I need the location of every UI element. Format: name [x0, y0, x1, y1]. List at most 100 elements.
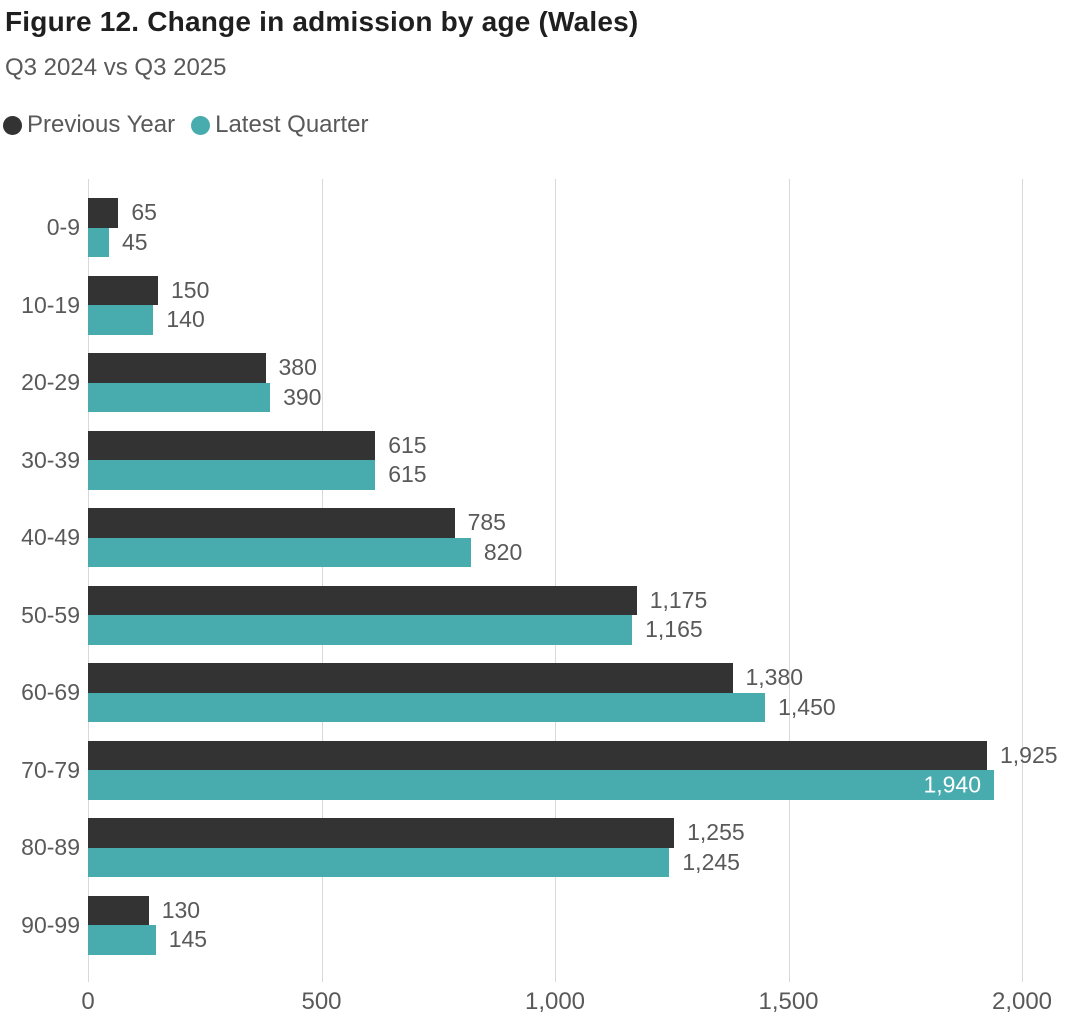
gridline — [788, 179, 790, 982]
value-label: 1,380 — [745, 664, 804, 691]
bar-line: 1,255 — [88, 818, 1022, 848]
gridline — [555, 179, 556, 982]
bar-previous-year — [88, 663, 733, 693]
value-label: 615 — [388, 461, 427, 488]
value-label: 785 — [467, 509, 506, 536]
bar-line: 1,450 — [88, 692, 1022, 722]
gridline — [321, 179, 323, 982]
bar-previous-year — [88, 508, 455, 538]
value-label: 150 — [171, 276, 210, 303]
bar-latest-quarter — [88, 925, 156, 955]
legend-swatch-icon — [191, 115, 211, 135]
legend: Previous Year Latest Quarter — [3, 111, 1087, 139]
legend-label: Previous Year — [27, 111, 176, 138]
bar-line: 1,925 — [88, 740, 1058, 770]
category-label: 30-39 — [21, 446, 80, 473]
bar-group-0-9: 0-9 65 45 — [47, 198, 1022, 276]
value-label: 1,940 — [923, 771, 981, 798]
bar-group-20-29: 20-29 380 390 — [21, 353, 1022, 431]
value-label: 1,175 — [649, 586, 708, 613]
bar-previous-year — [88, 895, 149, 925]
bar-line: 1,245 — [88, 847, 1022, 877]
category-label: 20-29 — [21, 369, 80, 395]
value-label: 130 — [161, 896, 201, 923]
bar-group-60-69: 60-69 1,380 1,450 — [21, 663, 1022, 741]
legend-label: Latest Quarter — [215, 111, 369, 138]
bar-latest-quarter — [88, 227, 109, 257]
value-label: 820 — [483, 538, 523, 565]
bar-line: 130 — [88, 895, 1022, 925]
value-label: 1,245 — [682, 848, 740, 875]
bar-line: 145 — [88, 925, 1022, 955]
x-tick-label: 0 — [81, 988, 95, 1015]
category-label: 80-89 — [21, 834, 80, 860]
bar-previous-year — [88, 430, 376, 460]
x-tick-label: 1,500 — [758, 988, 819, 1015]
bar-line: 820 — [88, 537, 1022, 567]
bar-latest-quarter — [88, 537, 471, 567]
value-label: 1,450 — [778, 693, 836, 720]
bar-rows: 0-9 65 45 10-19 150 140 20-29 380 390 30-39 615 615… — [21, 198, 1058, 974]
bar-line: 1,175 — [88, 585, 1022, 615]
bar-line: 65 — [88, 198, 1022, 228]
gridline — [1022, 179, 1023, 982]
category-label: 60-69 — [21, 679, 80, 705]
value-label: 140 — [166, 306, 205, 333]
value-label: 1,925 — [1000, 741, 1058, 768]
plot-area: 0-9 65 45 10-19 150 140 20-29 380 390 30-39 615 615… — [21, 179, 1058, 982]
category-label: 10-19 — [21, 291, 80, 318]
value-label: 1,255 — [687, 819, 745, 846]
category-label: 70-79 — [21, 756, 80, 783]
bar-group-80-89: 80-89 1,255 1,245 — [21, 818, 1022, 896]
bar-previous-year — [88, 353, 266, 383]
bar-previous-year — [88, 818, 675, 848]
x-tick-label: 1,000 — [524, 988, 586, 1015]
value-label: 380 — [278, 354, 317, 381]
x-tick-label: 500 — [301, 988, 342, 1015]
value-label: 615 — [388, 431, 427, 458]
x-tick-label: 2,000 — [991, 988, 1053, 1015]
bar-group-70-79: 70-79 1,925 1,940 — [21, 740, 1058, 819]
bar-group-10-19: 10-19 150 140 — [21, 275, 1022, 354]
value-label: 45 — [122, 228, 148, 255]
bar-group-50-59: 50-59 1,175 1,165 — [21, 585, 1022, 664]
bar-line: 390 — [88, 382, 1022, 412]
bar-line: 140 — [88, 305, 1022, 335]
bar-previous-year — [88, 275, 158, 305]
bar-group-40-49: 40-49 785 820 — [21, 508, 1022, 586]
bar-group-90-99: 90-99 130 145 — [21, 895, 1022, 974]
category-label: 90-99 — [21, 911, 80, 938]
bar-line: 1,165 — [88, 615, 1022, 645]
bar-latest-quarter — [88, 460, 376, 490]
figure-subtitle: Q3 2024 vs Q3 2025 — [5, 54, 227, 81]
bar-latest-quarter — [88, 382, 271, 412]
figure-title: Figure 12. Change in admission by age (W… — [5, 6, 639, 37]
legend-swatch-icon — [3, 115, 22, 135]
bar-latest-quarter — [88, 692, 766, 722]
bar-line: 45 — [88, 227, 1022, 257]
legend-item-1: Latest Quarter — [191, 111, 369, 139]
bar-line: 615 — [88, 430, 1022, 460]
category-label: 50-59 — [21, 601, 80, 628]
value-label: 65 — [131, 199, 157, 226]
bar-latest-quarter — [88, 847, 670, 877]
bar-line: 1,380 — [88, 663, 1022, 693]
bar-previous-year — [88, 585, 637, 615]
bar-latest-quarter — [88, 305, 154, 335]
value-label: 145 — [168, 926, 208, 953]
category-label: 0-9 — [46, 214, 80, 240]
bar-line: 1,940 — [88, 770, 1022, 800]
bar-chart: 0-9 65 45 10-19 150 140 20-29 380 390 30-39 615 615… — [0, 179, 1087, 1018]
value-label: 1,165 — [645, 616, 703, 643]
bar-latest-quarter — [88, 615, 633, 645]
bar-previous-year — [88, 198, 119, 228]
bar-line: 150 — [88, 275, 1022, 305]
bar-previous-year — [88, 740, 987, 770]
bar-line: 615 — [88, 460, 1022, 490]
legend-item-0: Previous Year — [3, 111, 175, 139]
bar-group-30-39: 30-39 615 615 — [21, 430, 1022, 509]
bar-line: 380 — [88, 353, 1022, 383]
bar-latest-quarter: 1,940 — [88, 770, 994, 800]
category-label: 40-49 — [21, 524, 80, 550]
